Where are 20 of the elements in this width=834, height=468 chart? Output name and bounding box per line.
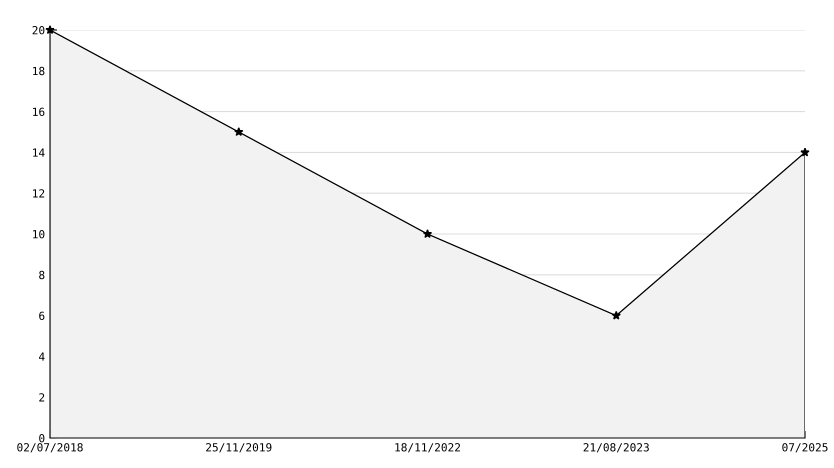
point <box>234 127 244 136</box>
y-tick-label: 0 <box>39 434 44 442</box>
y-tick-label: 20 <box>32 26 44 34</box>
point <box>612 310 621 320</box>
y-tick-label: 14 <box>33 148 45 157</box>
x-tick-label: 02/07/2018 <box>17 443 83 452</box>
x-tick-label: 07/2025 <box>782 443 828 452</box>
y-tick-label: 18 <box>33 66 44 76</box>
y-tick-label: 8 <box>39 270 44 280</box>
y-tick-label: 10 <box>33 230 44 238</box>
y-tick-label: 2 <box>39 393 44 402</box>
y-tick-label: 12 <box>33 189 44 198</box>
point <box>422 229 432 238</box>
x-tick-label: 25/11/2019 <box>206 443 272 452</box>
point <box>800 148 810 156</box>
y-tick-label: 4 <box>39 352 45 361</box>
x-tick-label: 21/08/2023 <box>584 443 649 452</box>
y-tick-label: 16 <box>33 108 44 116</box>
x-tick-label: 18/11/2022 <box>395 443 460 452</box>
y-tick-label: 6 <box>39 312 44 320</box>
